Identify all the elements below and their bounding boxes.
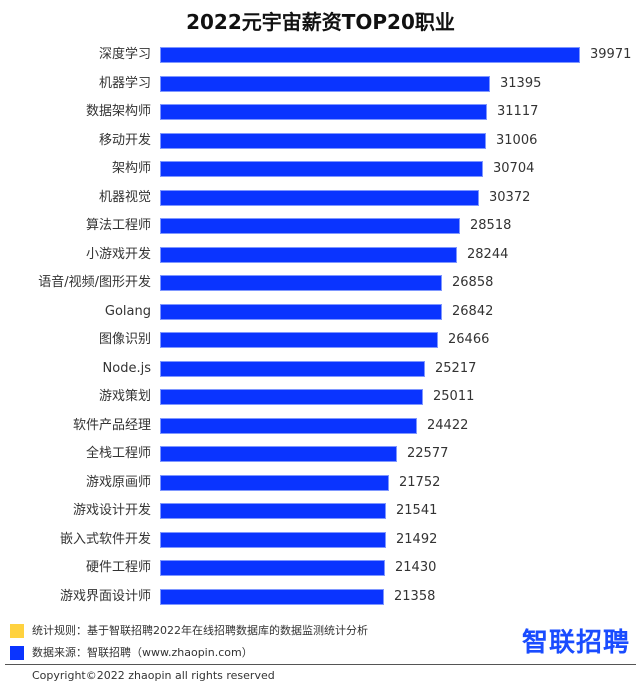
category-label: 图像识别 bbox=[98, 332, 151, 347]
value-label: 25217 bbox=[435, 360, 477, 376]
bar-row: 深度学习 39971 bbox=[0, 47, 641, 63]
category-label: 游戏原画师 bbox=[85, 474, 151, 490]
blue-square-icon bbox=[10, 646, 24, 660]
bar-row: 架构师 30704 bbox=[0, 161, 641, 177]
value-label: 26858 bbox=[452, 275, 494, 290]
bar-row: 全栈工程师 22577 bbox=[0, 446, 641, 462]
category-label: 游戏设计开发 bbox=[72, 503, 151, 518]
bar-row: 算法工程师 28518 bbox=[0, 218, 641, 234]
category-label: 软件产品经理 bbox=[72, 417, 151, 433]
category-label: 硬件工程师 bbox=[85, 560, 151, 575]
chart-title: 2022元宇宙薪资TOP20职业 bbox=[186, 10, 455, 34]
value-label: 26842 bbox=[452, 303, 494, 319]
value-label: 26466 bbox=[448, 332, 490, 347]
bar-row: 移动开发 31006 bbox=[0, 132, 641, 149]
bar bbox=[160, 503, 386, 519]
legend-text: 数据来源：智联招聘（www.zhaopin.com） bbox=[32, 646, 253, 659]
category-label: Node.js bbox=[102, 360, 151, 376]
footer-divider bbox=[5, 664, 636, 665]
bar bbox=[160, 189, 479, 206]
bar-row: Node.js 25217 bbox=[0, 360, 641, 377]
value-label: 31117 bbox=[497, 104, 539, 119]
bar bbox=[160, 303, 442, 320]
bar bbox=[160, 275, 442, 291]
value-label: 21430 bbox=[395, 560, 437, 575]
bar-row: 硬件工程师 21430 bbox=[0, 560, 641, 576]
bar bbox=[160, 218, 460, 234]
bar-row: 游戏策划 25011 bbox=[0, 389, 641, 405]
value-label: 31395 bbox=[500, 75, 542, 91]
value-label: 24422 bbox=[427, 417, 469, 433]
value-label: 30372 bbox=[489, 189, 531, 205]
bar bbox=[160, 474, 389, 491]
zhaopin-logo: 智联招聘 bbox=[522, 628, 631, 658]
category-label: 全栈工程师 bbox=[85, 446, 151, 461]
value-label: 28244 bbox=[467, 246, 509, 262]
bar-row: 嵌入式软件开发 21492 bbox=[0, 531, 641, 548]
category-label: 移动开发 bbox=[98, 132, 151, 148]
bar bbox=[160, 332, 438, 348]
category-label: 语音/视频/图形开发 bbox=[38, 275, 151, 290]
bar bbox=[160, 360, 425, 377]
value-label: 28518 bbox=[470, 218, 512, 233]
copyright-text: Copyright©2022 zhaopin all rights reserv… bbox=[32, 669, 275, 682]
value-label: 22577 bbox=[407, 446, 449, 461]
bar-row: 小游戏开发 28244 bbox=[0, 246, 641, 263]
bar-row: 软件产品经理 24422 bbox=[0, 417, 641, 434]
bar bbox=[160, 161, 483, 177]
yellow-square-icon bbox=[10, 624, 24, 638]
bar bbox=[160, 588, 384, 605]
category-label: 游戏策划 bbox=[98, 389, 151, 404]
value-label: 21358 bbox=[394, 588, 436, 604]
category-label: 算法工程师 bbox=[85, 218, 151, 233]
category-label: 架构师 bbox=[111, 161, 151, 176]
bar-row: Golang 26842 bbox=[0, 303, 641, 320]
value-label: 21752 bbox=[399, 474, 441, 490]
category-label: 嵌入式软件开发 bbox=[59, 531, 151, 547]
bar-row: 游戏原画师 21752 bbox=[0, 474, 641, 491]
bar bbox=[160, 75, 490, 92]
value-label: 21541 bbox=[396, 503, 438, 518]
bar-row: 游戏界面设计师 21358 bbox=[0, 588, 641, 605]
legend-text: 统计规则：基于智联招聘2022年在线招聘数据库的数据监测统计分析 bbox=[32, 624, 368, 637]
value-label: 21492 bbox=[396, 531, 438, 547]
bar bbox=[160, 417, 417, 434]
bar bbox=[160, 446, 397, 462]
category-label: 小游戏开发 bbox=[85, 246, 151, 262]
bar bbox=[160, 246, 457, 263]
category-label: 数据架构师 bbox=[85, 104, 151, 119]
bar-row: 机器学习 31395 bbox=[0, 75, 641, 92]
bar bbox=[160, 531, 386, 548]
category-label: 机器视觉 bbox=[98, 189, 151, 205]
bar bbox=[160, 132, 486, 149]
bar-row: 语音/视频/图形开发 26858 bbox=[0, 275, 641, 291]
category-label: Golang bbox=[104, 303, 151, 319]
bar bbox=[160, 104, 487, 120]
category-label: 游戏界面设计师 bbox=[59, 588, 151, 604]
bar bbox=[160, 389, 423, 405]
bar bbox=[160, 47, 580, 63]
bar-row: 图像识别 26466 bbox=[0, 332, 641, 348]
value-label: 39971 bbox=[590, 47, 632, 62]
value-label: 25011 bbox=[433, 389, 475, 404]
bar bbox=[160, 560, 385, 576]
bar-chart: 深度学习 39971 机器学习 31395 数据架构师 31117 移动开发 31006 架构师… bbox=[0, 40, 641, 610]
category-label: 机器学习 bbox=[98, 75, 151, 91]
category-label: 深度学习 bbox=[98, 47, 151, 62]
value-label: 31006 bbox=[496, 132, 538, 148]
bar-row: 机器视觉 30372 bbox=[0, 189, 641, 206]
bar-row: 数据架构师 31117 bbox=[0, 104, 641, 120]
bar-row: 游戏设计开发 21541 bbox=[0, 503, 641, 519]
value-label: 30704 bbox=[493, 161, 535, 176]
